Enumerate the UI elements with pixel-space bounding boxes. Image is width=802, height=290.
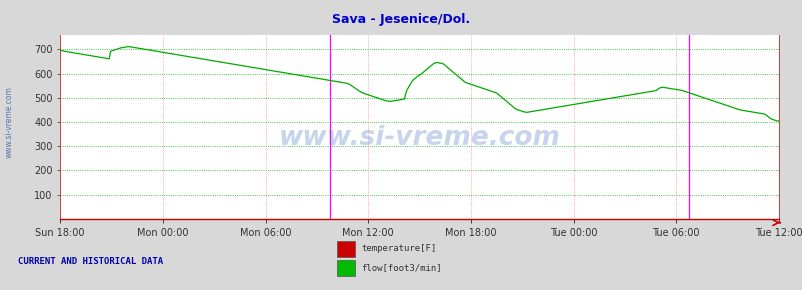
Text: www.si-vreme.com: www.si-vreme.com bbox=[278, 125, 560, 151]
Text: CURRENT AND HISTORICAL DATA: CURRENT AND HISTORICAL DATA bbox=[18, 257, 163, 266]
Text: www.si-vreme.com: www.si-vreme.com bbox=[5, 86, 14, 158]
Text: temperature[F]: temperature[F] bbox=[361, 244, 436, 253]
Text: flow[foot3/min]: flow[foot3/min] bbox=[361, 263, 441, 272]
Text: Sava - Jesenice/Dol.: Sava - Jesenice/Dol. bbox=[332, 13, 470, 26]
